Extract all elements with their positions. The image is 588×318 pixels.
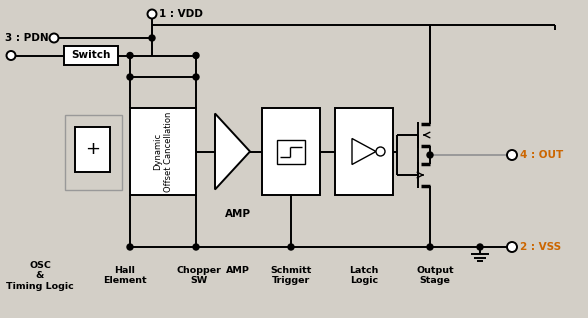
Text: Latch
Logic: Latch Logic (349, 266, 379, 285)
Bar (64, 46, 118, 65)
Bar (335, 108, 393, 195)
Bar (75, 127, 110, 172)
Circle shape (507, 242, 517, 252)
Text: Chopper
SW: Chopper SW (176, 266, 222, 285)
Circle shape (507, 150, 517, 160)
Circle shape (376, 147, 385, 156)
Circle shape (477, 244, 483, 250)
Text: Schmitt
Trigger: Schmitt Trigger (270, 266, 312, 285)
Circle shape (427, 152, 433, 158)
Circle shape (193, 52, 199, 59)
Circle shape (127, 244, 133, 250)
Text: Output
Stage: Output Stage (416, 266, 454, 285)
Text: +: + (85, 141, 100, 158)
Bar (130, 108, 196, 195)
Circle shape (193, 74, 199, 80)
Circle shape (6, 51, 15, 60)
Circle shape (127, 74, 133, 80)
Text: OSC
&
Timing Logic: OSC & Timing Logic (6, 261, 74, 291)
Text: Switch: Switch (71, 51, 111, 60)
Text: Hall
Element: Hall Element (103, 266, 147, 285)
Bar (277, 140, 305, 163)
Circle shape (149, 35, 155, 41)
Circle shape (49, 33, 58, 43)
Text: 3 : PDN: 3 : PDN (5, 33, 49, 43)
Circle shape (193, 244, 199, 250)
Polygon shape (352, 139, 376, 164)
Bar (65, 115, 122, 190)
Text: 4 : OUT: 4 : OUT (520, 150, 563, 160)
Circle shape (148, 10, 156, 18)
Polygon shape (215, 114, 250, 190)
Text: 1 : VDD: 1 : VDD (159, 9, 203, 19)
Text: AMP: AMP (225, 209, 250, 219)
Bar (262, 108, 320, 195)
Text: Dynamic
Offset Cancellation: Dynamic Offset Cancellation (153, 111, 173, 192)
Circle shape (427, 244, 433, 250)
Circle shape (127, 52, 133, 59)
Text: 2 : VSS: 2 : VSS (520, 242, 561, 252)
Circle shape (288, 244, 294, 250)
Text: AMP: AMP (226, 266, 249, 275)
